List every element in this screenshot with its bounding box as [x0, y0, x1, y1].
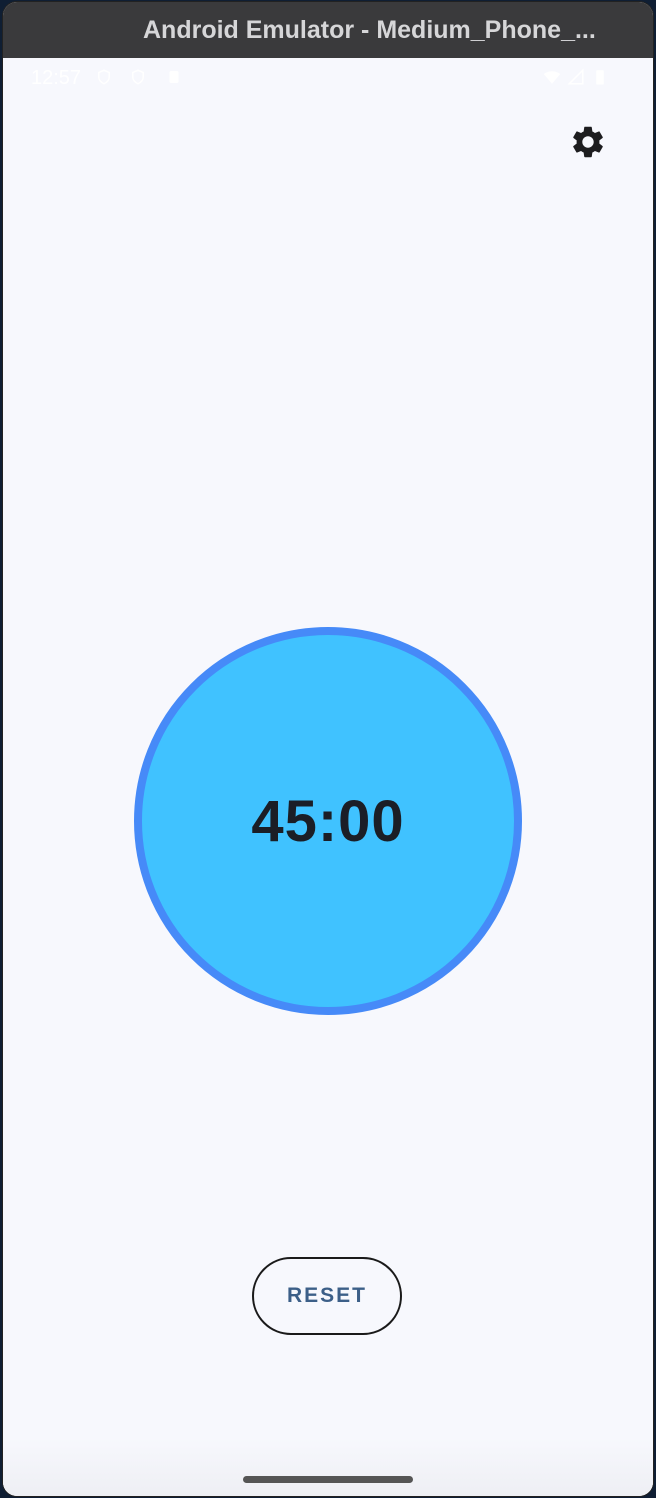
status-bar: 12:57 — [3, 58, 653, 98]
cell-signal-icon — [567, 68, 584, 85]
phone-screen: 45:00 RESET — [3, 58, 653, 1496]
reset-button[interactable]: RESET — [252, 1257, 402, 1335]
timer-display: 45:00 — [251, 788, 405, 854]
gesture-nav-handle[interactable] — [243, 1476, 413, 1483]
battery-icon — [596, 70, 604, 85]
settings-button[interactable] — [566, 120, 610, 164]
wifi-icon — [543, 71, 561, 84]
timer-circle[interactable]: 45:00 — [134, 627, 522, 1015]
shield-icon — [132, 69, 144, 85]
emulator-window: Android Emulator - Medium_Phone_... 45:0… — [3, 2, 653, 1496]
window-title: Android Emulator - Medium_Phone_... — [3, 2, 653, 58]
bottom-fade — [3, 1438, 653, 1496]
status-time: 12:57 — [31, 67, 82, 89]
shield-icon — [98, 69, 110, 85]
notification-icon — [169, 71, 179, 83]
gear-icon — [573, 126, 603, 158]
